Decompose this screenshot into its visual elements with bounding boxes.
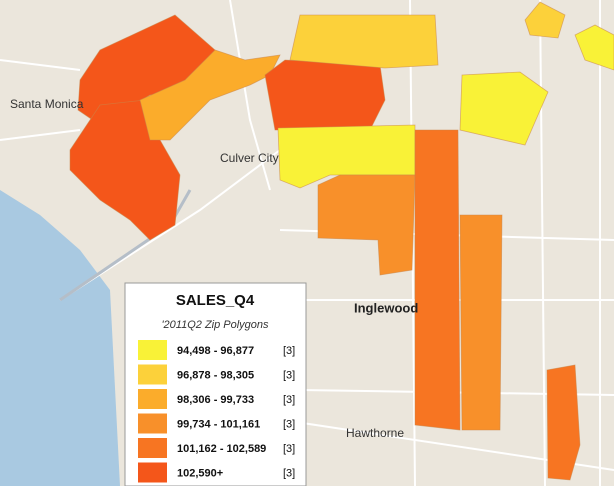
place-label: Santa Monica bbox=[10, 97, 84, 111]
ocean bbox=[0, 190, 120, 486]
legend-count: [3] bbox=[283, 394, 295, 406]
zip-polygon bbox=[289, 14, 439, 69]
zip-polygon bbox=[317, 174, 416, 276]
legend-swatch bbox=[138, 462, 167, 483]
legend-label: 101,162 - 102,589 bbox=[177, 443, 266, 455]
zip-polygon bbox=[459, 214, 503, 431]
zip-polygon bbox=[524, 1, 566, 39]
legend-swatch bbox=[138, 340, 167, 360]
legend-count: [3] bbox=[283, 467, 295, 479]
zip-polygon bbox=[459, 71, 549, 146]
legend-subtitle: '2011Q2 Zip Polygons bbox=[161, 319, 269, 331]
legend-count: [3] bbox=[283, 345, 295, 357]
legend-swatch bbox=[138, 364, 167, 385]
zip-polygon bbox=[414, 129, 461, 431]
zip-polygon bbox=[264, 59, 386, 131]
zip-polygon bbox=[574, 24, 614, 71]
legend-label: 102,590+ bbox=[177, 467, 223, 479]
place-label: Inglewood bbox=[354, 300, 418, 315]
legend-label: 99,734 - 101,161 bbox=[177, 418, 260, 430]
zip-polygon bbox=[546, 364, 581, 481]
legend-label: 96,878 - 98,305 bbox=[177, 369, 254, 381]
legend-count: [3] bbox=[283, 443, 295, 455]
zip-polygons bbox=[69, 1, 614, 481]
place-label: Culver City bbox=[220, 151, 279, 165]
legend-label: 98,306 - 99,733 bbox=[177, 394, 254, 406]
legend-swatch bbox=[138, 413, 167, 434]
legend-swatch bbox=[138, 389, 167, 409]
legend-count: [3] bbox=[283, 418, 295, 430]
zip-polygon bbox=[277, 124, 416, 189]
legend-title: SALES_Q4 bbox=[176, 292, 255, 309]
legend: SALES_Q4 '2011Q2 Zip Polygons 94,498 - 9… bbox=[124, 282, 307, 486]
place-label: Hawthorne bbox=[346, 426, 404, 440]
legend-label: 94,498 - 96,877 bbox=[177, 345, 254, 357]
legend-count: [3] bbox=[283, 369, 295, 381]
legend-swatch bbox=[138, 438, 167, 458]
